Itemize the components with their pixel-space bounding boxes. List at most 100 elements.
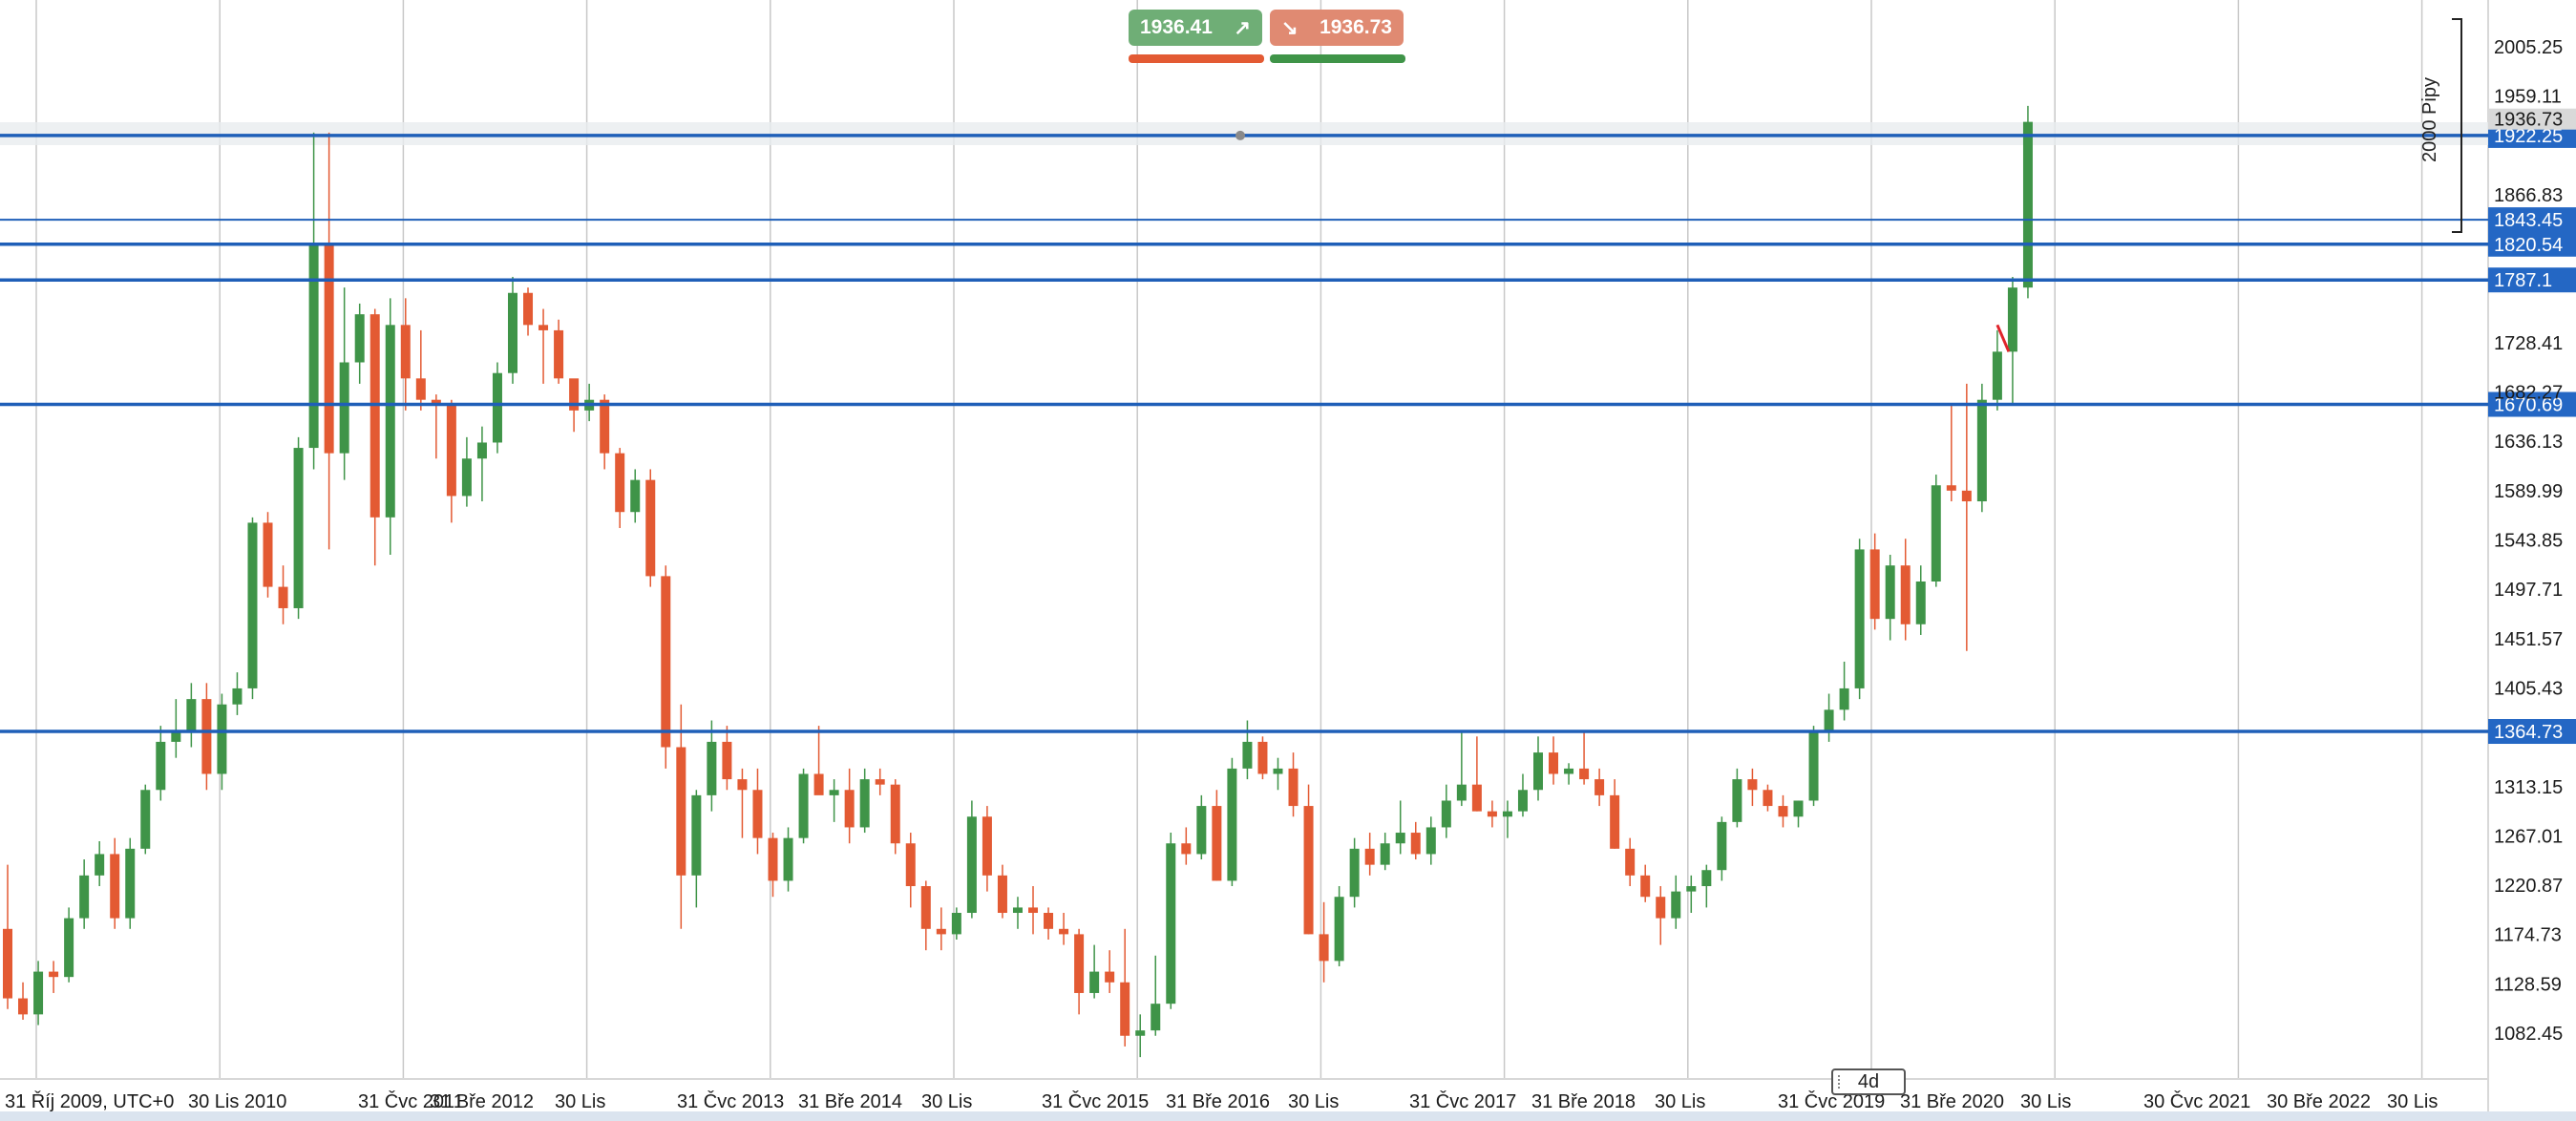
horizontal-line-label-box[interactable] (2488, 207, 2576, 233)
y-tick-label: 1682.27 (2494, 383, 2563, 404)
candle-body (707, 741, 717, 795)
candle-body (1671, 891, 1681, 919)
candle-body (722, 741, 732, 780)
candle-body (1732, 779, 1742, 822)
candle-body (1288, 768, 1299, 807)
y-tick-label: 1451.57 (2494, 629, 2563, 650)
candle-body (1717, 821, 1727, 871)
horizontal-line-label-box[interactable] (2488, 231, 2576, 257)
bid-indicator-bar (1129, 54, 1264, 63)
x-tick-label: 30 Lis (1655, 1091, 1705, 1112)
x-tick-label: 31 Čvc 2019 (1778, 1090, 1885, 1112)
horizontal-line-label-box[interactable] (2488, 719, 2576, 745)
grip-icon (1838, 1075, 1846, 1089)
candle-body (1625, 848, 1636, 876)
x-tick-label: 31 Čvc 2017 (1409, 1090, 1516, 1112)
candle-body (217, 704, 227, 774)
candle-body (1885, 565, 1895, 620)
candle-body (1579, 768, 1590, 780)
candle-body (1869, 549, 1880, 620)
candle-body (18, 998, 29, 1015)
candle-body (33, 971, 44, 1015)
candle-body (1303, 806, 1314, 935)
x-tick-label: 30 Lis (555, 1091, 605, 1112)
arrow-up-right-icon: ↗ (1234, 16, 1251, 39)
candle-body (1257, 741, 1268, 774)
bid-value: 1936.41 (1140, 16, 1213, 38)
x-tick-label: 31 Bře 2014 (798, 1091, 902, 1112)
x-tick-label: 30 Lis 2010 (188, 1091, 286, 1112)
bid-button[interactable]: 1936.41 ↗ (1129, 10, 1262, 46)
candle-body (1227, 768, 1237, 881)
x-tick-label: 30 Bře 2022 (2267, 1091, 2371, 1112)
current-price-label: 1936.73 (2494, 110, 2563, 131)
candle-body (1105, 971, 1115, 983)
price-axis[interactable]: 2005.25 1959.11 1866.83 1728.41 1682.27 1636.… (2488, 37, 2576, 1045)
pip-ruler-label: 2000 Pipy (2419, 77, 2440, 162)
y-tick-label: 1728.41 (2494, 333, 2563, 354)
y-tick-label: 1543.85 (2494, 531, 2563, 552)
candle-body (370, 314, 380, 518)
candle-body (1410, 833, 1421, 855)
x-tick-label: 31 Čvc 2011 (358, 1090, 464, 1112)
x-tick-label: 31 Čvc 2013 (677, 1090, 784, 1112)
timeframe-selector[interactable]: 4d (1831, 1068, 1906, 1095)
bottom-scrollbar[interactable] (0, 1111, 2576, 1121)
x-tick-label: 31 Bře 2018 (1531, 1091, 1636, 1112)
candle-body (354, 314, 365, 363)
horizontal-lines[interactable]: 1922.25 1843.45 1820.54 1787.1 1670.69 1364.7… (0, 122, 2576, 745)
candle-body (156, 741, 166, 791)
candle-body (1456, 784, 1467, 801)
y-tick-label: 1405.43 (2494, 678, 2563, 699)
candle-body (1992, 351, 2002, 400)
candle-body (1074, 934, 1085, 993)
candle-body (110, 854, 120, 919)
x-tick-label: 30 Lis (2387, 1091, 2438, 1112)
candle-body (2007, 287, 2017, 352)
candle-body (1976, 399, 1987, 502)
candle-body (1196, 806, 1207, 855)
ask-button[interactable]: ↘ 1936.73 (1270, 10, 1404, 46)
candle-body (1747, 779, 1758, 791)
horizontal-line-label: 1922.25 (2494, 126, 2563, 147)
horizontal-line-label-box[interactable] (2488, 391, 2576, 417)
time-axis[interactable]: 31 Říj 2009, UTC+0 30 Lis 2010 31 Čvc 2011… (5, 1090, 2438, 1112)
candle-body (339, 362, 349, 454)
x-tick-label: 31 Bře 2016 (1166, 1091, 1270, 1112)
candle-body (752, 790, 763, 838)
candle-body (79, 875, 90, 919)
candle-body (171, 730, 181, 742)
candle-body (1793, 800, 1804, 817)
candle-body (1594, 779, 1605, 795)
ask-value: 1936.73 (1320, 16, 1392, 38)
x-tick-label: 31 Říj 2009, UTC+0 (5, 1090, 174, 1112)
candle-body (278, 586, 288, 608)
timeframe-label: 4d (1857, 1070, 1880, 1092)
candle-body (1656, 897, 1666, 919)
x-tick-label: 30 Lis (1288, 1091, 1339, 1112)
candle-body (966, 816, 977, 914)
candle-body (1533, 752, 1543, 791)
candle-body (1915, 581, 1926, 624)
candle-body (523, 292, 534, 326)
x-tick-label: 31 Čvc 2015 (1042, 1090, 1149, 1112)
horizontal-line-label-box[interactable] (2488, 267, 2576, 293)
candle-body (997, 875, 1007, 914)
annotations (1995, 18, 2462, 352)
candle-body (385, 325, 395, 518)
candle-body (1686, 886, 1697, 892)
candle-body (875, 779, 885, 785)
y-tick-label: 2005.25 (2494, 37, 2563, 58)
candle-body (813, 773, 824, 795)
candle-body (1242, 741, 1253, 769)
candle-body (798, 773, 809, 838)
candle-body (3, 928, 12, 999)
line-handle[interactable] (1235, 130, 1245, 140)
candle-body (1778, 806, 1788, 817)
candle-body (324, 244, 334, 454)
candle-body (1900, 565, 1911, 624)
candle-body (461, 458, 472, 497)
horizontal-line-label: 1820.54 (2494, 235, 2563, 256)
candle-body (1012, 907, 1023, 914)
